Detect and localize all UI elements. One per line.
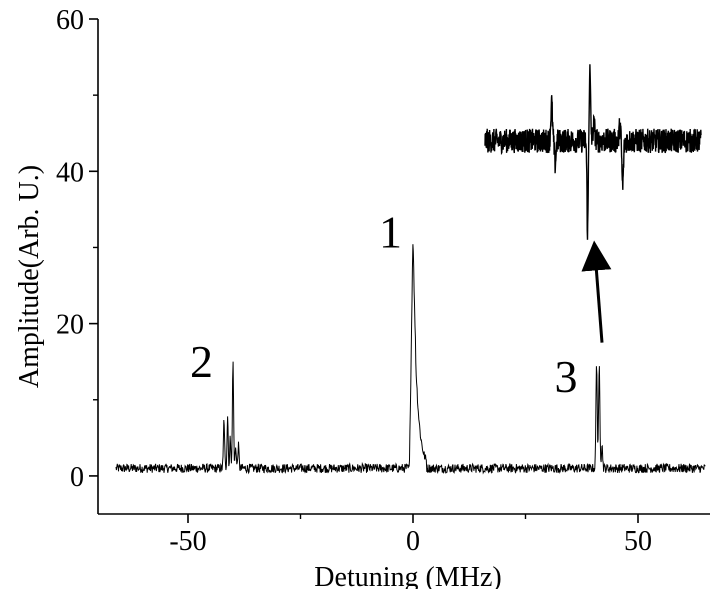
y-tick-label: 0 bbox=[70, 462, 84, 493]
x-tick-label: 0 bbox=[406, 526, 420, 557]
x-ticks: -50 0 50 bbox=[169, 514, 652, 557]
peak-labels: 1 2 3 bbox=[190, 206, 578, 402]
y-axis-title: Amplitude(Arb. U.) bbox=[14, 165, 45, 388]
peak-label-2: 2 bbox=[190, 336, 213, 387]
callout-arrow bbox=[581, 240, 612, 343]
axes bbox=[97, 19, 710, 515]
x-tick-label: 50 bbox=[624, 526, 652, 557]
spectrum-trace bbox=[115, 244, 706, 475]
y-tick-label: 20 bbox=[56, 310, 84, 341]
y-ticks: 0 20 40 60 bbox=[56, 5, 98, 493]
y-tick-label: 60 bbox=[56, 5, 84, 36]
peak-label-3: 3 bbox=[555, 351, 578, 402]
peak-label-1: 1 bbox=[379, 206, 402, 257]
inset-trace bbox=[484, 64, 702, 240]
x-tick-label: -50 bbox=[169, 526, 206, 557]
y-tick-label: 40 bbox=[56, 157, 84, 188]
x-axis-title: Detuning (MHz) bbox=[314, 562, 501, 589]
